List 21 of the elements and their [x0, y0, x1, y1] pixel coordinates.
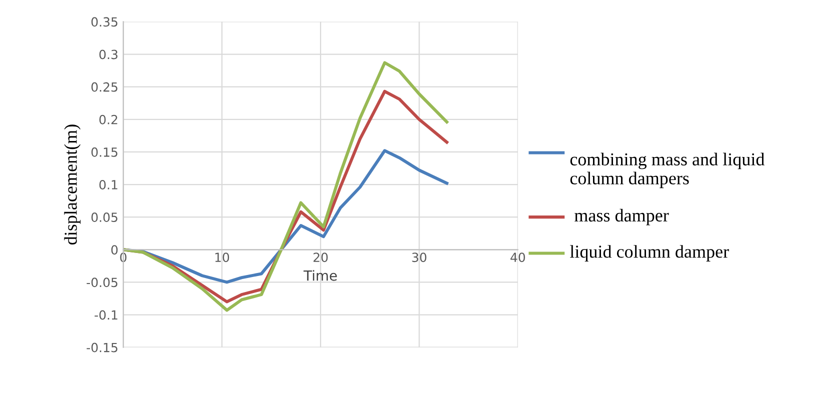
y-tick-label: -0.1: [94, 310, 118, 320]
y-tick-label: 0.25: [91, 82, 118, 92]
x-tick-label: 0: [120, 252, 126, 262]
x-tick-label: 40: [510, 252, 525, 262]
y-tick-label: 0.35: [91, 17, 118, 27]
y-tick-label: 0.05: [91, 212, 118, 222]
legend-label: mass damper: [574, 208, 669, 226]
y-tick-label: 0.3: [99, 50, 118, 60]
legend-label: liquid column damper: [570, 245, 729, 262]
y-tick-label: 0.2: [99, 114, 118, 124]
y-axis-title: displacement(m): [64, 124, 81, 245]
y-tick-label: 0.1: [99, 180, 118, 190]
y-tick-label: 0.15: [91, 147, 118, 157]
x-tick-label: 10: [215, 252, 230, 262]
y-tick-label: -0.05: [86, 278, 118, 288]
y-tick-label: -0.15: [86, 342, 118, 352]
legend-label: combining mass and liquid column dampers: [570, 152, 765, 188]
y-tick-label: 0: [111, 245, 118, 255]
x-tick-label: 30: [412, 252, 426, 262]
x-axis-title: Time: [304, 270, 337, 281]
x-tick-label: 20: [314, 252, 328, 262]
